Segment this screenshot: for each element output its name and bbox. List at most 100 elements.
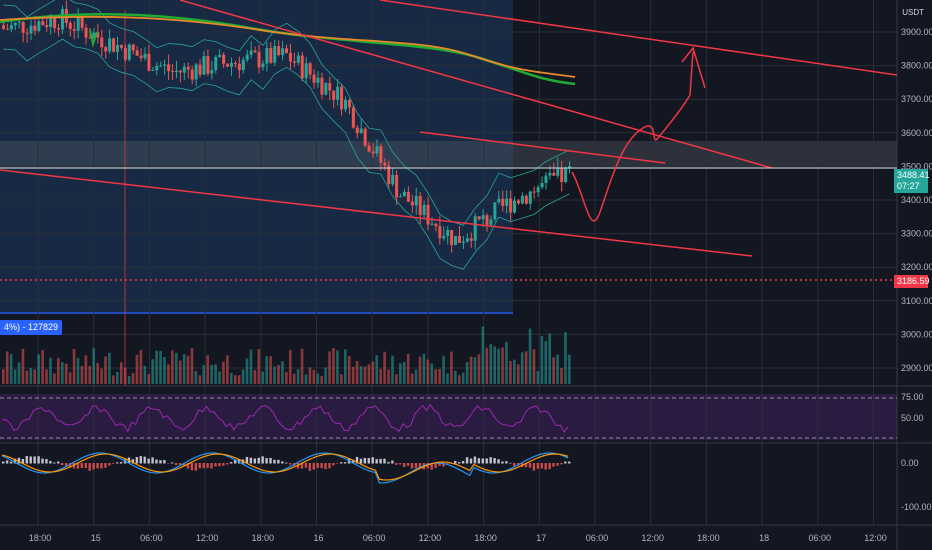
time-tick-label: 06:00 [586, 533, 609, 543]
macd-histogram-bar [344, 462, 347, 464]
volume-bar [206, 355, 210, 384]
candle-body [536, 187, 540, 193]
projection-path [571, 51, 694, 222]
macd-histogram-bar [328, 463, 331, 469]
volume-bar [25, 370, 29, 384]
candle-body [25, 32, 29, 34]
macd-histogram-bar [174, 463, 178, 466]
macd-histogram-bar [206, 463, 209, 468]
volume-bar [481, 326, 485, 384]
volume-bar [489, 344, 493, 384]
volume-bar [249, 349, 253, 384]
candle-body [328, 83, 332, 91]
support-level-tag: 3186.59 [894, 275, 930, 288]
macd-line [1, 452, 569, 484]
candle-body [84, 27, 88, 38]
volume-bar [112, 375, 115, 384]
macd-histogram-bar [312, 463, 315, 470]
macd-histogram-bar [438, 463, 441, 466]
price-tick-label: 2900.00 [901, 363, 932, 373]
macd-histogram-bar [528, 463, 532, 468]
candle-body [45, 25, 49, 28]
candle-body [265, 47, 269, 64]
volume-bar [371, 361, 375, 384]
volume-bar [60, 362, 64, 384]
macd-histogram-bar [351, 459, 355, 464]
volume-bar [273, 366, 276, 384]
volume-bar [49, 357, 52, 384]
volume-bar [505, 341, 508, 384]
time-tick-label: 17 [536, 533, 546, 543]
macd-histogram-bar [560, 463, 563, 465]
candle-body [21, 21, 25, 33]
macd-histogram-bar [513, 463, 516, 467]
candle-body [477, 216, 481, 220]
macd-histogram-bar [53, 462, 56, 464]
macd-histogram-bar [64, 463, 68, 467]
candle-body [237, 63, 241, 70]
volume-bar [434, 369, 438, 384]
volume-bar [96, 362, 99, 384]
candle-body [257, 52, 261, 68]
volume-bar [446, 373, 449, 384]
candle-body [336, 86, 340, 100]
time-tick-label: 18:00 [252, 533, 275, 543]
candle-body [520, 195, 524, 204]
volume-bar [351, 366, 355, 384]
candle-body [171, 71, 175, 73]
range-stats-label[interactable]: 4%) - 127829 [0, 320, 63, 335]
time-tick-label: 16 [313, 533, 323, 543]
candle-body [509, 198, 513, 213]
volume-bar [414, 369, 418, 384]
volume-bar [320, 375, 324, 384]
macd-histogram-bar [147, 458, 150, 464]
macd-histogram-bar [60, 463, 64, 466]
price-tick-label: 3800.00 [901, 61, 932, 71]
volume-bar [100, 368, 103, 384]
macd-histogram-bar [88, 463, 91, 471]
volume-bar [513, 359, 516, 384]
volume-bar [473, 357, 477, 384]
volume-bar [359, 366, 363, 384]
volume-bar [64, 363, 68, 384]
candle-body [489, 219, 493, 225]
candle-body [76, 17, 80, 31]
time-tick-label: 12:00 [419, 533, 442, 543]
candle-body [410, 201, 414, 206]
volume-bar [253, 370, 257, 384]
volume-bar [340, 374, 343, 384]
macd-histogram-bar [556, 463, 559, 466]
macd-histogram-bar [505, 461, 508, 464]
macd-histogram-bar [194, 463, 198, 471]
candle-body [340, 86, 344, 110]
volume-bar [147, 374, 151, 384]
price-tick-label: 3700.00 [901, 94, 932, 104]
macd-histogram-bar [395, 463, 398, 465]
volume-bar [477, 354, 481, 384]
macd-histogram-bar [218, 463, 221, 467]
volume-bar [379, 368, 382, 384]
macd-histogram-bar [84, 463, 87, 469]
volume-bar [182, 354, 186, 384]
candle-body [143, 53, 147, 59]
macd-histogram-bar [461, 460, 465, 464]
candle-body [473, 216, 477, 241]
volume-bar [76, 358, 80, 384]
volume-bar [88, 365, 92, 384]
volume-bar [422, 353, 426, 384]
macd-histogram-bar [359, 458, 363, 464]
volume-bar [442, 355, 445, 384]
volume-bar [548, 333, 552, 384]
macd-histogram-bar [214, 463, 217, 467]
volume-bar [92, 348, 96, 384]
volume-bar [222, 361, 225, 384]
macd-histogram-bar [37, 456, 40, 464]
volume-bar [509, 361, 512, 384]
candle-body [438, 226, 442, 239]
candle-body [112, 38, 116, 52]
candle-body [218, 54, 222, 57]
rsi-tick-label: 50.00 [901, 413, 924, 423]
macd-histogram-bar [21, 458, 25, 464]
